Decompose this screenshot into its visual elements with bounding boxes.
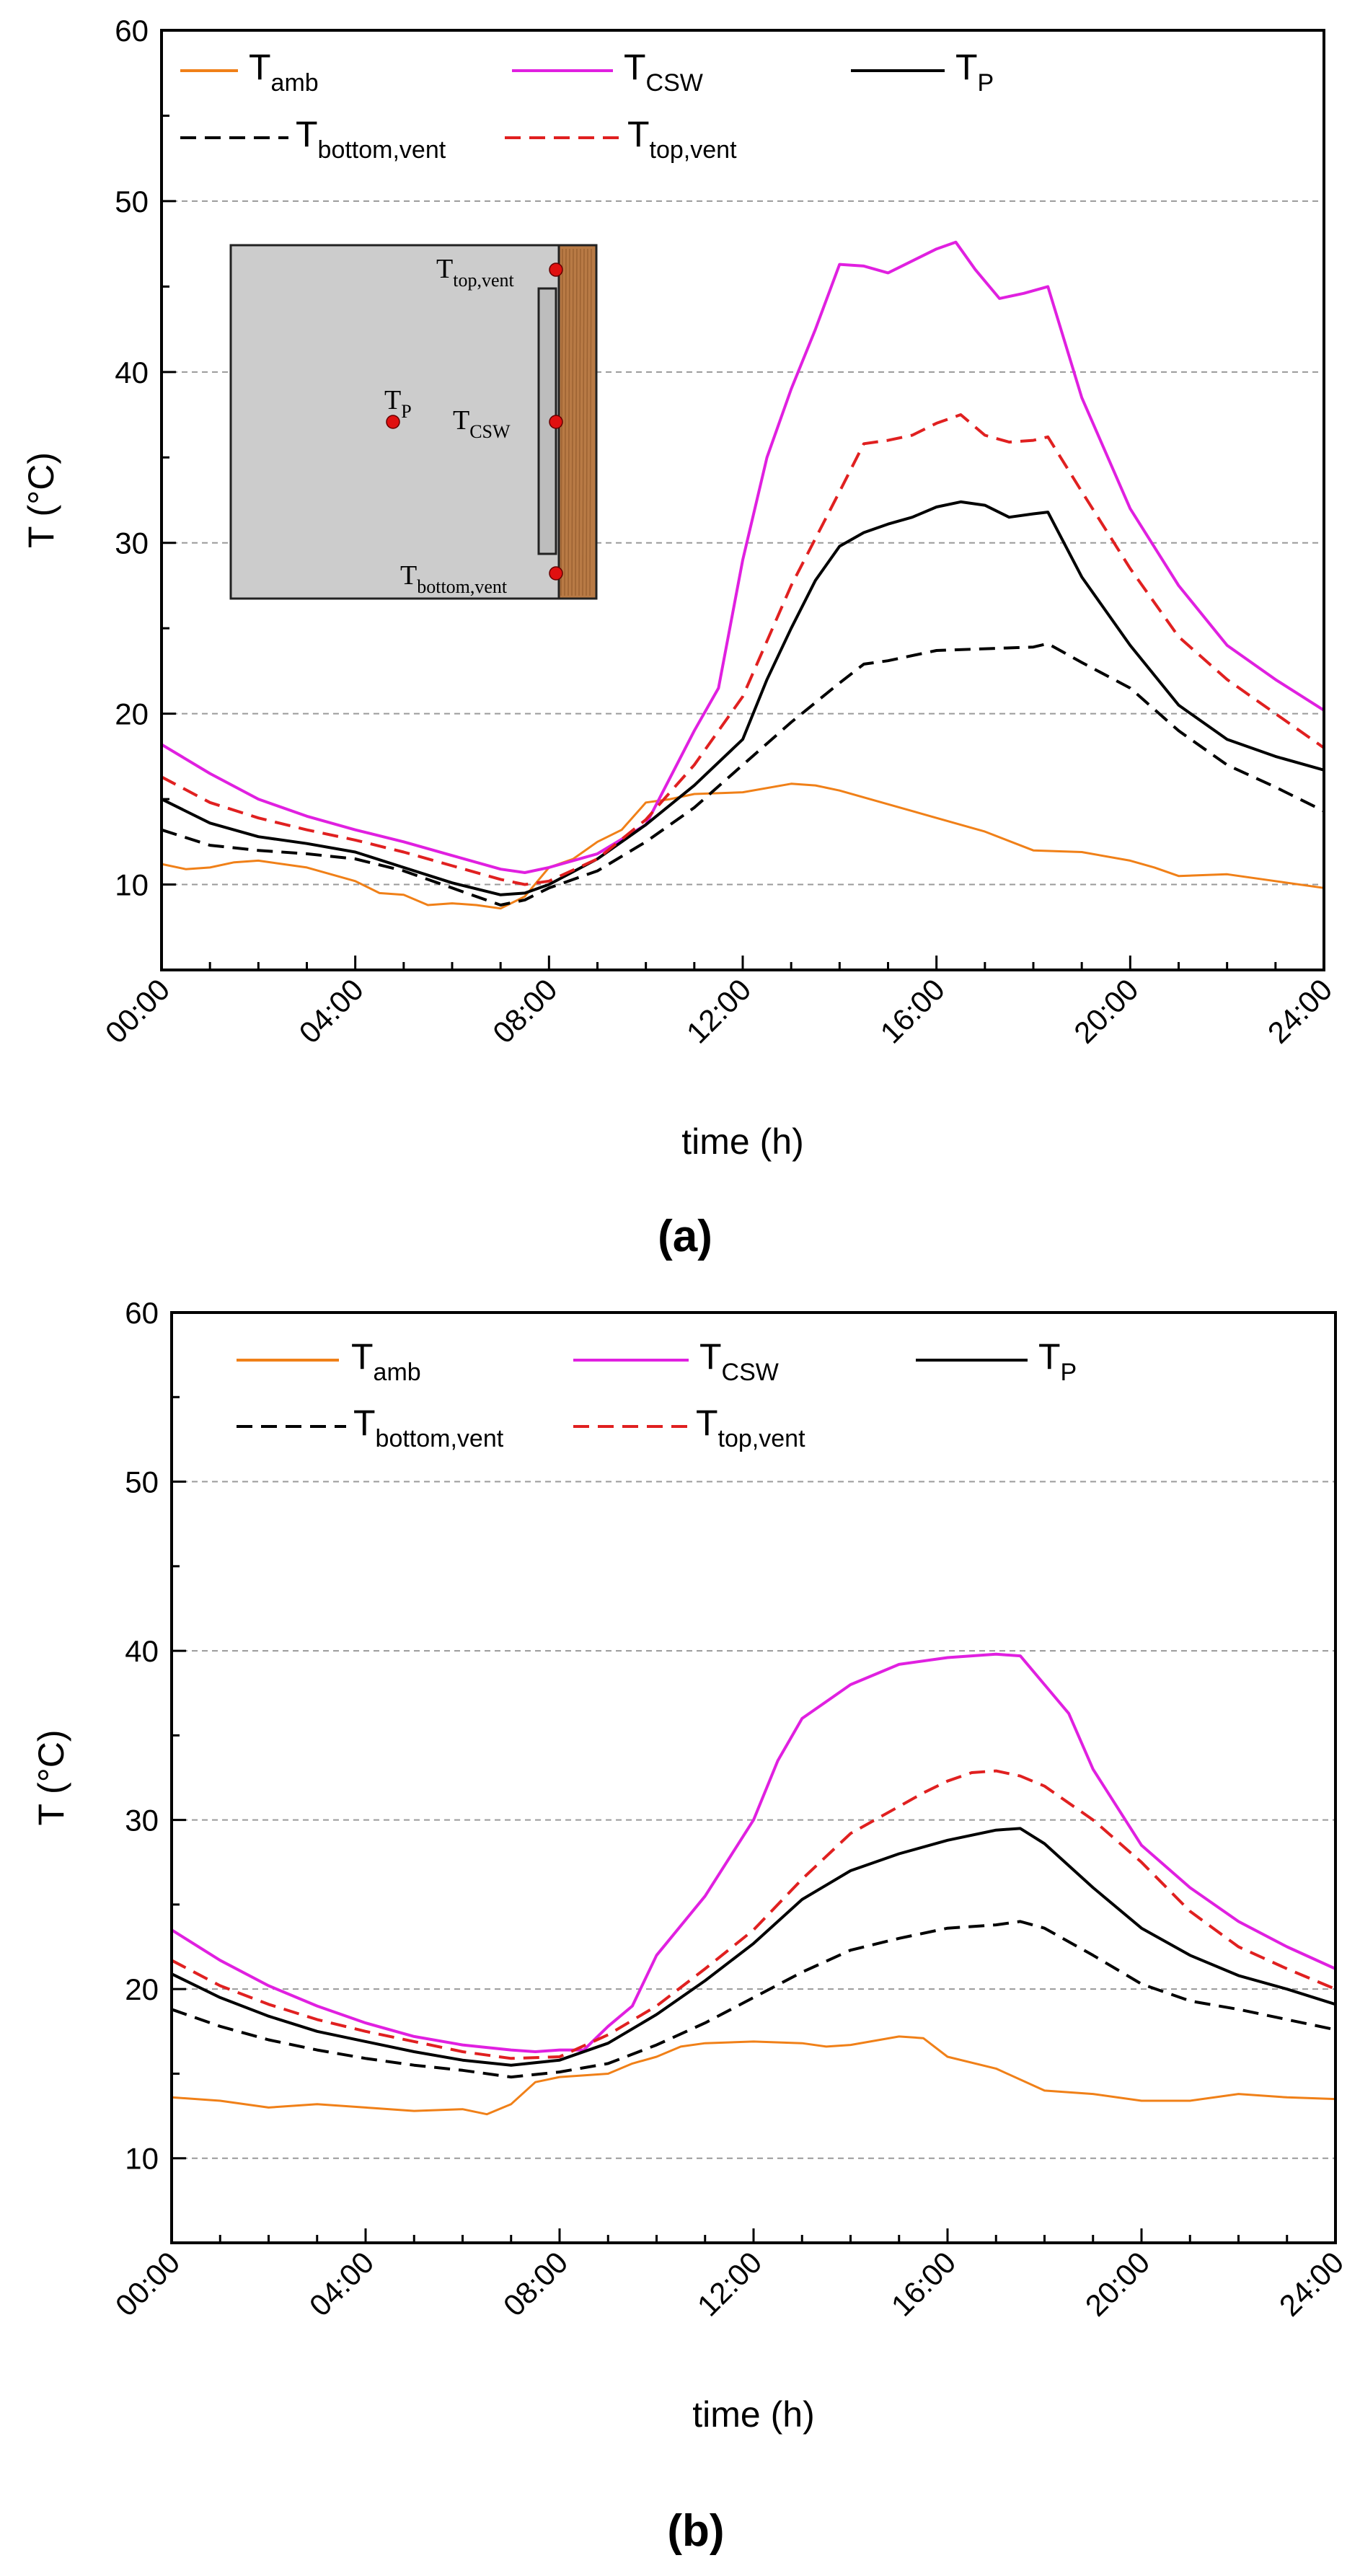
sensor-dot xyxy=(549,263,563,277)
wood-grain xyxy=(578,248,581,596)
y-tick-label: 20 xyxy=(125,1972,159,2006)
legend-label-amb: Tamb xyxy=(249,47,319,97)
x-tick-label: 24:00 xyxy=(1261,972,1339,1050)
series-line-top xyxy=(171,1769,1336,2060)
x-tick-label: 04:00 xyxy=(303,2245,381,2323)
legend: Tamb TCSW TP Tbottom,vent Ttop,vent xyxy=(180,47,994,164)
y-tick-label: 60 xyxy=(115,14,149,48)
wood-grain xyxy=(575,248,578,596)
series-line-bottom xyxy=(161,642,1325,907)
series-line-top xyxy=(161,413,1325,886)
x-tick-label: 00:00 xyxy=(99,972,177,1050)
y-tick-label: 10 xyxy=(125,2142,159,2176)
x-tick-label: 08:00 xyxy=(497,2245,575,2323)
series-line-p xyxy=(171,1827,1336,2067)
legend-label-bottom: Tbottom,vent xyxy=(353,1403,504,1452)
y-tick-label: 50 xyxy=(125,1465,159,1499)
x-tick-label: 20:00 xyxy=(1079,2245,1157,2323)
wood-grain xyxy=(568,248,570,596)
legend: Tamb TCSW TP Tbottom,vent Ttop,vent xyxy=(237,1336,1077,1452)
wood-grain xyxy=(564,248,567,596)
y-axis-label: T (°C) xyxy=(21,452,61,548)
series-line-amb xyxy=(161,782,1325,910)
legend-label-csw: TCSW xyxy=(624,47,703,97)
inset-label-csw: TCSW xyxy=(453,405,511,442)
legend-label-csw: TCSW xyxy=(699,1336,779,1386)
x-axis-label: time (h) xyxy=(681,1121,803,1162)
panel-caption: (a) xyxy=(658,1212,712,1261)
sensor-dot xyxy=(549,566,563,581)
series-line-bottom xyxy=(171,1920,1336,2079)
series-group xyxy=(160,240,1325,910)
y-tick-label: 40 xyxy=(125,1634,159,1668)
legend-label-amb: Tamb xyxy=(351,1336,421,1386)
x-tick-label: 12:00 xyxy=(691,2245,769,2323)
panel-a: Ttop,vent TCSW TP Tbottom,vent 10 20 30 40 50 60 0… xyxy=(21,14,1338,1261)
x-axis-label: time (h) xyxy=(692,2394,814,2435)
wood-grain xyxy=(582,248,585,596)
y-tick-label: 30 xyxy=(125,1804,159,1838)
wood-grain xyxy=(589,248,592,596)
sensor-dot xyxy=(386,415,400,429)
y-axis-label: T (°C) xyxy=(31,1730,71,1826)
legend-label-top: Ttop,vent xyxy=(627,114,737,164)
legend-label-top: Ttop,vent xyxy=(696,1403,805,1452)
legend-label-p: TP xyxy=(1038,1336,1077,1386)
series-line-p xyxy=(161,500,1325,896)
x-tick-label: 08:00 xyxy=(486,972,564,1050)
legend-label-p: TP xyxy=(955,47,994,97)
panel-b: 10 20 30 40 50 60 00:00 04:00 08:00 12:00 16:00 20:… xyxy=(31,1296,1350,2556)
x-tick-label: 00:00 xyxy=(109,2245,187,2323)
x-tick-label: 04:00 xyxy=(292,972,370,1050)
y-tick-label: 50 xyxy=(115,185,149,219)
inset-diagram: Ttop,vent TCSW TP Tbottom,vent xyxy=(229,244,598,600)
inset-label-top-vent: Ttop,vent xyxy=(436,254,514,291)
y-tick-label: 30 xyxy=(115,526,149,560)
series-line-csw xyxy=(160,240,1325,874)
legend-label-bottom: Tbottom,vent xyxy=(296,114,446,164)
wood-grain xyxy=(571,248,574,596)
y-tick-label: 20 xyxy=(115,697,149,731)
x-tick-label: 16:00 xyxy=(885,2245,963,2323)
panel-caption: (b) xyxy=(667,2506,724,2556)
x-tick-label: 24:00 xyxy=(1273,2245,1351,2323)
inset-label-p: TP xyxy=(384,385,412,422)
series-line-csw xyxy=(170,1652,1336,2053)
y-tick-label: 40 xyxy=(115,356,149,389)
wood-grain xyxy=(586,248,588,596)
x-tick-label: 16:00 xyxy=(873,972,951,1050)
x-tick-label: 20:00 xyxy=(1067,972,1145,1050)
sensor-dot xyxy=(549,415,563,429)
series-group xyxy=(170,1652,1336,2116)
y-tick-label: 60 xyxy=(125,1296,159,1330)
y-tick-label: 10 xyxy=(115,868,149,902)
x-tick-label: 12:00 xyxy=(680,972,758,1050)
series-line-amb xyxy=(171,2035,1336,2116)
inset-label-bottom-vent: Tbottom,vent xyxy=(400,560,508,597)
